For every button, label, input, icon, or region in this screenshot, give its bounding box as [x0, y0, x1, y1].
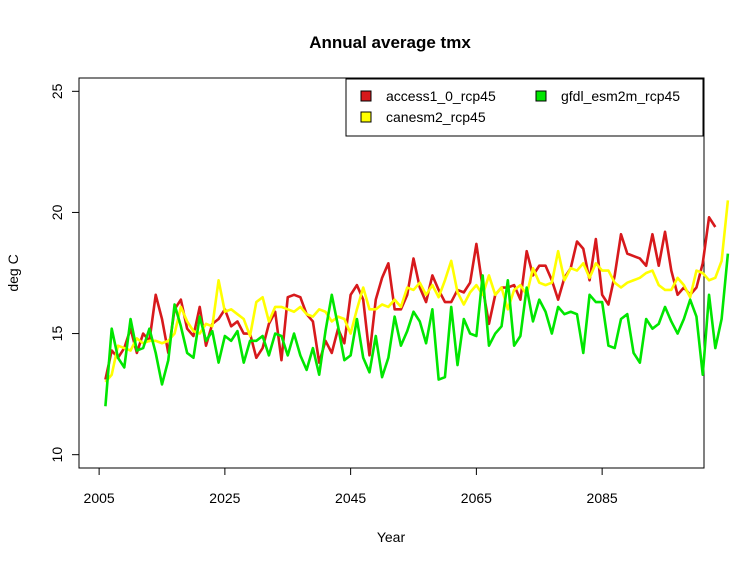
legend: access1_0_rcp45 canesm2_rcp45 gfdl_esm2m_r… — [345, 78, 704, 137]
x-tick-label: 2005 — [84, 490, 115, 506]
legend-swatch — [535, 90, 547, 102]
x-axis: 2005 2025 2045 2065 2085 — [84, 467, 618, 506]
y-axis: 10 15 20 25 — [49, 83, 80, 463]
legend-label: access1_0_rcp45 — [386, 88, 496, 104]
legend-swatch — [360, 90, 372, 102]
x-axis-label: Year — [377, 529, 406, 545]
x-tick-label: 2085 — [587, 490, 618, 506]
series-layer — [104, 200, 730, 407]
legend-label: canesm2_rcp45 — [386, 109, 486, 125]
y-tick-label: 10 — [49, 447, 65, 463]
x-tick-label: 2045 — [335, 490, 366, 506]
y-tick-label: 25 — [49, 83, 65, 99]
y-tick-label: 20 — [49, 204, 65, 220]
chart-title: Annual average tmx — [309, 33, 471, 52]
series-line-access1_0_rcp45 — [104, 215, 717, 380]
x-tick-label: 2065 — [461, 490, 492, 506]
series-line-gfdl_esm2m_rcp45 — [104, 253, 730, 407]
y-tick-label: 15 — [49, 326, 65, 342]
y-axis-label: deg C — [5, 254, 21, 291]
legend-swatch — [360, 111, 372, 123]
legend-label: gfdl_esm2m_rcp45 — [561, 88, 680, 104]
legend-box — [345, 78, 704, 137]
x-tick-label: 2025 — [209, 490, 240, 506]
series-line-canesm2_rcp45 — [104, 200, 730, 383]
